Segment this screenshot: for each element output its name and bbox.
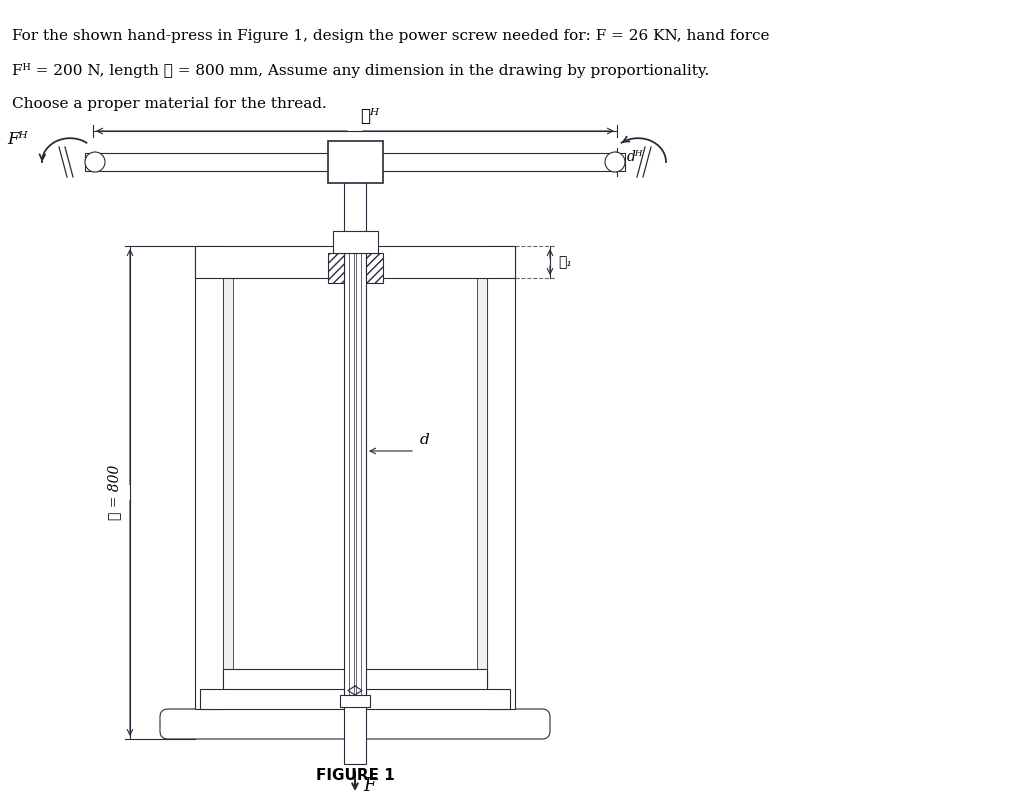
Text: FIGURE 1: FIGURE 1 xyxy=(315,768,394,783)
FancyBboxPatch shape xyxy=(200,689,510,709)
FancyBboxPatch shape xyxy=(366,253,383,283)
FancyBboxPatch shape xyxy=(487,246,515,709)
Text: ℓ₁: ℓ₁ xyxy=(558,255,572,269)
Bar xyxy=(340,695,370,707)
Circle shape xyxy=(85,152,105,172)
FancyBboxPatch shape xyxy=(223,276,233,704)
Bar xyxy=(333,231,378,253)
Text: Fᴴ: Fᴴ xyxy=(8,131,29,148)
FancyBboxPatch shape xyxy=(195,246,223,709)
FancyBboxPatch shape xyxy=(195,246,515,278)
Text: d: d xyxy=(420,433,430,447)
Bar xyxy=(328,141,383,183)
Bar xyxy=(344,159,366,764)
Text: ℓᴴ: ℓᴴ xyxy=(360,108,380,125)
FancyBboxPatch shape xyxy=(477,276,487,704)
Circle shape xyxy=(605,152,625,172)
Text: ℓ = 800: ℓ = 800 xyxy=(106,465,121,520)
FancyBboxPatch shape xyxy=(223,669,487,694)
Text: Fᴴ = 200 N, length ℓ = 800 mm, Assume any dimension in the drawing by proportion: Fᴴ = 200 N, length ℓ = 800 mm, Assume an… xyxy=(12,63,710,78)
Text: For the shown hand-press in Figure 1, design the power screw needed for: F = 26 : For the shown hand-press in Figure 1, de… xyxy=(12,29,769,43)
FancyBboxPatch shape xyxy=(328,253,344,283)
Text: F: F xyxy=(362,777,376,795)
Text: Choose a proper material for the thread.: Choose a proper material for the thread. xyxy=(12,97,327,111)
Bar xyxy=(85,153,625,171)
Text: dᴴ: dᴴ xyxy=(627,150,643,164)
FancyBboxPatch shape xyxy=(160,709,550,739)
